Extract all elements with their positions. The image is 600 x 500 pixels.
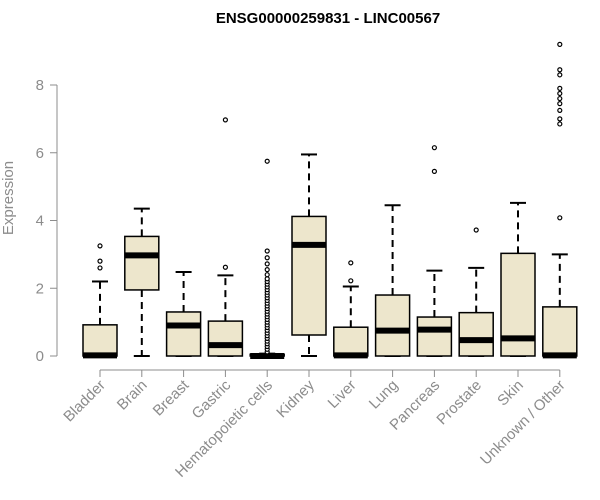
outlier-4-29: [264, 267, 270, 273]
box-7: [374, 204, 411, 357]
box-6: [333, 260, 369, 359]
outlier-6-1: [348, 260, 354, 266]
box-rect-6: [333, 326, 369, 357]
box-4: [249, 158, 285, 359]
box-rect-3: [207, 320, 244, 357]
y-tick-label-3: 6: [36, 145, 44, 162]
x-tick-label-6: Liver: [325, 377, 360, 412]
outlier-8-0: [431, 168, 437, 174]
outlier-8-1: [431, 145, 437, 151]
x-tick-label-10: Skin: [494, 377, 527, 410]
outlier-11-9: [557, 67, 563, 73]
y-tick-label-0: 0: [36, 348, 44, 365]
outlier-0-0: [97, 265, 103, 271]
x-tick-label-9: Prostate: [433, 377, 485, 429]
x-tick-label-5: Kidney: [273, 376, 318, 421]
y-tick-label-1: 2: [36, 280, 44, 297]
y-tick-label-4: 8: [36, 77, 44, 94]
outlier-3-0: [222, 264, 228, 270]
boxes-group: [82, 41, 578, 359]
outlier-11-7: [557, 85, 563, 91]
outlier-3-1: [222, 117, 228, 123]
outlier-11-8: [557, 72, 563, 78]
outlier-4-32: [264, 248, 270, 254]
box-rect-1: [124, 235, 160, 291]
outlier-6-0: [348, 278, 354, 284]
chart-title: ENSG00000259831 - LINC00567: [216, 10, 440, 27]
box-rect-2: [165, 311, 202, 357]
y-axis-label: Expression: [0, 161, 17, 235]
x-tick-label-1: Brain: [114, 377, 151, 414]
box-3: [207, 117, 244, 357]
outlier-11-6: [557, 90, 563, 97]
x-tick-label-2: Breast: [150, 376, 193, 419]
outlier-9-0: [473, 227, 479, 233]
box-rect-5: [291, 215, 327, 336]
box-8: [416, 145, 453, 357]
outlier-11-4: [557, 101, 563, 107]
box-rect-8: [416, 316, 453, 357]
box-0: [82, 243, 118, 359]
outlier-11-2: [557, 116, 563, 122]
outlier-4-27: [264, 276, 270, 282]
outlier-4-28: [264, 272, 270, 278]
box-rect-11: [542, 306, 578, 357]
outlier-11-5: [557, 95, 563, 102]
x-tick-label-7: Lung: [366, 377, 402, 413]
box-5: [291, 153, 327, 357]
box-9: [458, 227, 494, 357]
outlier-11-1: [557, 121, 563, 127]
outlier-0-2: [97, 243, 103, 249]
x-tick-label-0: Bladder: [60, 377, 109, 426]
outlier-11-3: [557, 107, 563, 114]
box-rect-0: [82, 324, 118, 357]
box-1: [124, 207, 160, 357]
y-axis: 0 2 4 6 8: [36, 77, 58, 365]
outlier-4-30: [264, 261, 270, 267]
box-rect-9: [458, 311, 494, 357]
box-10: [500, 201, 536, 357]
outlier-4-33: [264, 158, 270, 164]
box-2: [165, 270, 202, 357]
y-tick-label-2: 4: [36, 213, 44, 230]
box-11: [542, 41, 578, 359]
outlier-0-1: [97, 258, 103, 264]
outlier-11-10: [557, 41, 563, 47]
outlier-4-31: [264, 255, 270, 261]
outlier-11-0: [557, 215, 563, 221]
box-rect-7: [374, 294, 411, 357]
